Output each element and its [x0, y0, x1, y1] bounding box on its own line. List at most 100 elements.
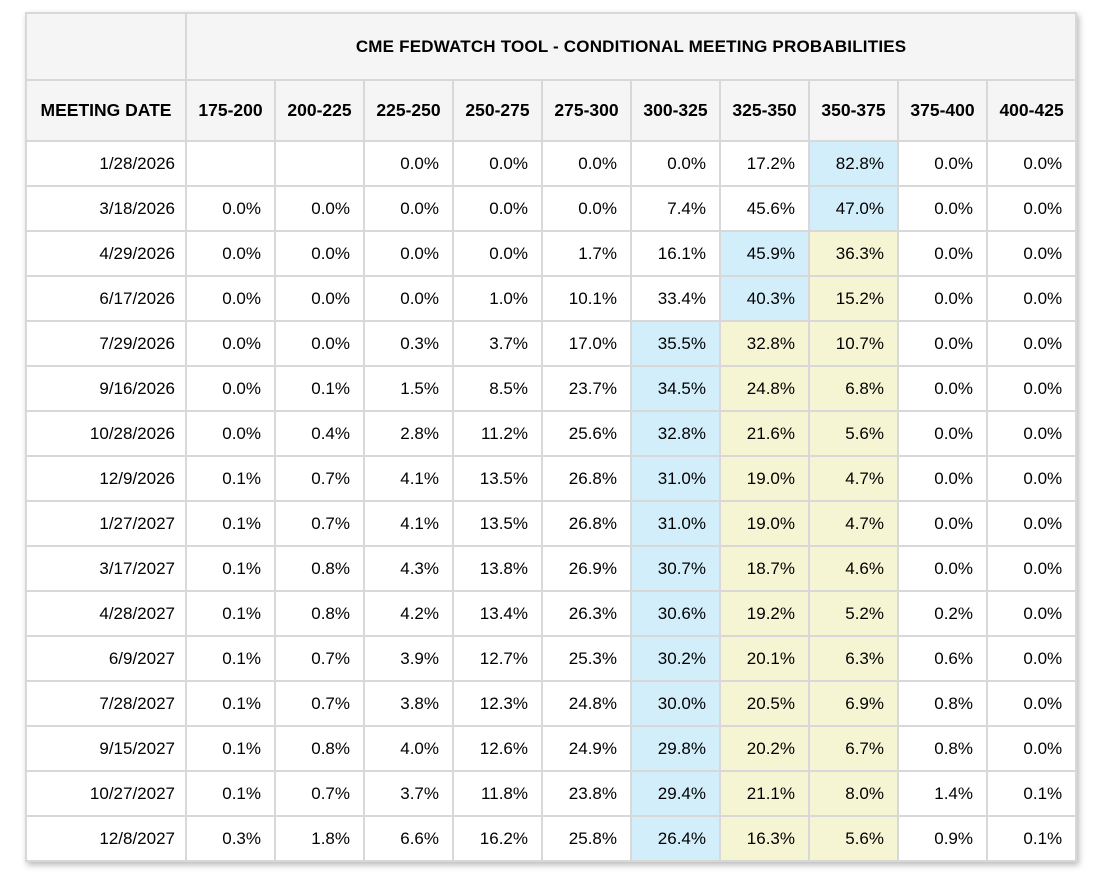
probability-cell: 13.5%: [452, 500, 543, 547]
table-row: 12/9/2026 0.1% 0.7% 4.1% 13.5% 26.8% 31.0% 19.0…: [25, 455, 1078, 502]
probability-cell: 0.0%: [897, 320, 988, 367]
probability-cell: 23.8%: [541, 770, 632, 817]
probability-cell: 0.3%: [363, 320, 454, 367]
probability-cell: 19.0%: [719, 455, 810, 502]
probability-cell: 0.0%: [363, 140, 454, 187]
rate-range-header: 200-225: [274, 79, 365, 142]
probability-cell: 0.0%: [363, 230, 454, 277]
probability-cell: 0.0%: [185, 410, 276, 457]
table-row: 3/17/2027 0.1% 0.8% 4.3% 13.8% 26.9% 30.7% 18.7…: [25, 545, 1078, 592]
probability-cell: 3.8%: [363, 680, 454, 727]
probability-cell: 0.0%: [185, 275, 276, 322]
probability-cell: 0.0%: [897, 140, 988, 187]
table-row: 4/29/2026 0.0% 0.0% 0.0% 0.0% 1.7% 16.1% 45.9% 3…: [25, 230, 1078, 277]
probability-cell: 0.0%: [985, 275, 1078, 322]
probability-cell: 19.0%: [719, 500, 810, 547]
probability-cell: [185, 140, 276, 187]
probability-cell: 0.1%: [185, 725, 276, 772]
probability-cell: 21.1%: [719, 770, 810, 817]
probability-cell: 0.0%: [897, 365, 988, 412]
probability-cell: 30.7%: [630, 545, 721, 592]
fedwatch-probabilities-table: CME FEDWATCH TOOL - CONDITIONAL MEETING …: [25, 12, 1078, 862]
probability-cell: 4.7%: [808, 500, 899, 547]
probability-cell: 0.7%: [274, 635, 365, 682]
probability-cell: 15.2%: [808, 275, 899, 322]
table-row: 10/28/2026 0.0% 0.4% 2.8% 11.2% 25.6% 32.8% 21.…: [25, 410, 1078, 457]
probability-cell: 30.2%: [630, 635, 721, 682]
probability-cell: 13.8%: [452, 545, 543, 592]
probability-cell: 13.5%: [452, 455, 543, 502]
probability-cell: 26.3%: [541, 590, 632, 637]
meeting-date-cell: 12/9/2026: [25, 455, 187, 502]
meeting-date-cell: 9/15/2027: [25, 725, 187, 772]
table-title: CME FEDWATCH TOOL - CONDITIONAL MEETING …: [184, 12, 1078, 81]
table-row: 6/9/2027 0.1% 0.7% 3.9% 12.7% 25.3% 30.2% 20.1%…: [25, 635, 1078, 682]
probability-cell: 0.1%: [985, 770, 1078, 817]
probability-cell: 0.8%: [897, 680, 988, 727]
probability-cell: 0.0%: [897, 275, 988, 322]
meeting-date-cell: 10/27/2027: [25, 770, 187, 817]
probability-cell: 0.0%: [452, 140, 543, 187]
probability-cell: 0.0%: [985, 320, 1078, 367]
rate-range-header: 350-375: [808, 79, 899, 142]
probability-cell: 4.2%: [363, 590, 454, 637]
probability-cell: 33.4%: [630, 275, 721, 322]
probability-cell: 20.2%: [719, 725, 810, 772]
probability-cell: 2.8%: [363, 410, 454, 457]
probability-cell: 0.0%: [185, 365, 276, 412]
probability-cell: 26.8%: [541, 500, 632, 547]
rate-range-header: 400-425: [985, 79, 1078, 142]
probability-cell: 17.0%: [541, 320, 632, 367]
probability-cell: 0.0%: [363, 185, 454, 232]
meeting-date-cell: 6/17/2026: [25, 275, 187, 322]
probability-cell: 0.0%: [985, 500, 1078, 547]
probability-cell: 4.7%: [808, 455, 899, 502]
probability-cell: 0.0%: [897, 455, 988, 502]
probability-cell: 1.8%: [274, 815, 365, 862]
meeting-date-cell: 7/29/2026: [25, 320, 187, 367]
probability-cell: 35.5%: [630, 320, 721, 367]
rate-range-header: 175-200: [185, 79, 276, 142]
probability-cell: 12.7%: [452, 635, 543, 682]
table-row: 1/27/2027 0.1% 0.7% 4.1% 13.5% 26.8% 31.0% 19.0…: [25, 500, 1078, 547]
probability-cell: 0.0%: [452, 185, 543, 232]
probability-cell: 1.7%: [541, 230, 632, 277]
probability-cell: 82.8%: [808, 140, 899, 187]
probability-cell: 0.1%: [185, 590, 276, 637]
probability-cell: 1.0%: [452, 275, 543, 322]
probability-cell: 0.0%: [985, 230, 1078, 277]
meeting-date-cell: 6/9/2027: [25, 635, 187, 682]
probability-cell: 0.0%: [985, 725, 1078, 772]
probability-cell: 0.1%: [185, 500, 276, 547]
probability-cell: 0.1%: [185, 635, 276, 682]
rate-range-header: 300-325: [630, 79, 721, 142]
probability-cell: 26.8%: [541, 455, 632, 502]
table-row: 9/15/2027 0.1% 0.8% 4.0% 12.6% 24.9% 29.8% 20.2…: [25, 725, 1078, 772]
probability-cell: 0.8%: [274, 545, 365, 592]
table-row: 1/28/2026 0.0% 0.0% 0.0% 0.0% 17.2% 82.8% 0.0% 0…: [25, 140, 1078, 187]
rate-range-header: 250-275: [452, 79, 543, 142]
meeting-date-cell: 1/27/2027: [25, 500, 187, 547]
probability-cell: 4.6%: [808, 545, 899, 592]
probability-cell: 20.1%: [719, 635, 810, 682]
probability-cell: 0.1%: [985, 815, 1078, 862]
probability-cell: 0.0%: [274, 230, 365, 277]
probability-cell: 24.8%: [719, 365, 810, 412]
meeting-date-cell: 12/8/2027: [25, 815, 187, 862]
probability-cell: 47.0%: [808, 185, 899, 232]
probability-cell: 12.6%: [452, 725, 543, 772]
probability-cell: 6.8%: [808, 365, 899, 412]
rate-range-header: 275-300: [541, 79, 632, 142]
probability-cell: 0.7%: [274, 455, 365, 502]
probability-cell: 0.8%: [897, 725, 988, 772]
probability-cell: 3.7%: [452, 320, 543, 367]
rate-range-header: 325-350: [719, 79, 810, 142]
meeting-date-column-header: MEETING DATE: [25, 79, 187, 142]
probability-cell: 0.0%: [985, 590, 1078, 637]
probability-cell: 45.9%: [719, 230, 810, 277]
probability-cell: 0.0%: [985, 545, 1078, 592]
probability-cell: 6.6%: [363, 815, 454, 862]
probability-cell: 6.9%: [808, 680, 899, 727]
probability-cell: 25.3%: [541, 635, 632, 682]
